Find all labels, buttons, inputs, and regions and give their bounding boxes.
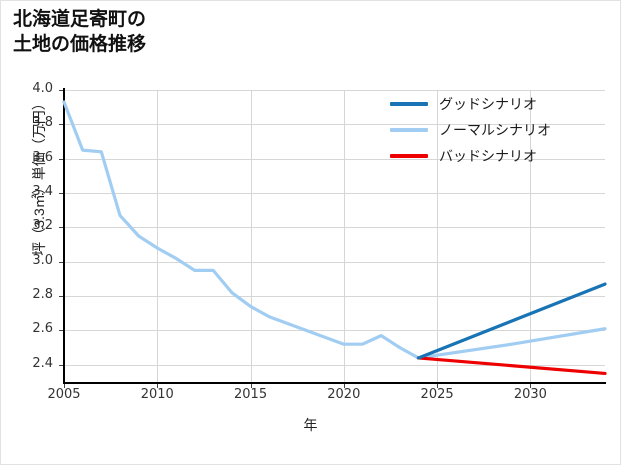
chart-legend: グッドシナリオ ノーマルシナリオ バッドシナリオ xyxy=(390,89,595,169)
series-line xyxy=(62,100,607,360)
y-tick-label: 2.4 xyxy=(32,355,53,371)
gridline-vertical xyxy=(343,90,345,382)
series-line xyxy=(416,356,607,376)
x-tick-mark xyxy=(530,384,532,388)
legend-item[interactable]: バッドシナリオ xyxy=(390,143,595,169)
y-tick-mark xyxy=(59,364,63,366)
gridline-horizontal xyxy=(64,90,605,91)
legend-item-label: バッドシナリオ xyxy=(439,148,537,164)
x-tick-mark xyxy=(64,384,65,388)
x-tick-label: 2025 xyxy=(420,387,454,402)
x-tick-mark xyxy=(343,384,345,388)
series-line xyxy=(416,282,607,360)
x-tick-mark xyxy=(157,384,159,388)
legend-item-label: グッドシナリオ xyxy=(439,96,537,112)
y-tick-label: 3.0 xyxy=(32,252,53,268)
y-tick-mark xyxy=(59,158,63,160)
y-tick-mark xyxy=(59,90,63,91)
y-tick-label: 3.8 xyxy=(32,115,53,131)
y-tick-label: 4.0 xyxy=(32,81,53,96)
y-tick-mark xyxy=(59,261,63,263)
gridline-horizontal xyxy=(64,124,605,126)
y-tick-label: 3.2 xyxy=(32,218,53,234)
plot-area xyxy=(64,90,605,382)
x-tick-label: 2020 xyxy=(327,387,361,402)
chart-title: 北海道足寄町の 土地の価格推移 xyxy=(13,9,147,55)
x-tick-mark xyxy=(437,384,439,388)
y-tick-label: 3.6 xyxy=(32,149,53,165)
legend-item-label: ノーマルシナリオ xyxy=(439,122,551,138)
legend-item[interactable]: グッドシナリオ xyxy=(390,91,595,117)
x-tick-label: 2030 xyxy=(513,387,547,402)
gridline-vertical xyxy=(157,90,159,382)
x-axis-title: 年 xyxy=(303,417,318,433)
y-tick-mark xyxy=(59,330,63,332)
y-tick-label: 2.8 xyxy=(32,287,53,303)
gridline-horizontal xyxy=(64,364,605,366)
legend-color-swatch xyxy=(390,128,428,132)
gridline-horizontal xyxy=(64,227,605,229)
y-tick-label: 2.6 xyxy=(32,321,53,337)
legend-item[interactable]: ノーマルシナリオ xyxy=(390,117,595,143)
y-axis-title: 坪（3.3㎡）単価（万円） xyxy=(31,96,47,256)
plot-background xyxy=(64,90,605,382)
data-lines xyxy=(62,100,607,376)
gridline-horizontal xyxy=(64,193,605,195)
x-axis-spine xyxy=(63,382,606,384)
gridline-horizontal xyxy=(64,158,605,160)
legend-color-swatch xyxy=(390,154,428,158)
legend-color-swatch xyxy=(390,102,428,106)
x-tick-label: 2005 xyxy=(47,387,81,402)
x-tick-label: 2010 xyxy=(140,387,174,402)
gridline-vertical xyxy=(250,90,252,382)
y-tick-label: 3.4 xyxy=(32,184,53,200)
gridline-vertical xyxy=(437,90,439,382)
gridline-horizontal xyxy=(64,330,605,332)
y-tick-mark xyxy=(59,296,63,298)
gridline-horizontal xyxy=(64,261,605,263)
y-tick-mark xyxy=(59,124,63,126)
gridline-vertical xyxy=(530,90,532,382)
y-axis-spine xyxy=(63,88,65,384)
y-tick-mark xyxy=(59,193,63,195)
gridline-horizontal xyxy=(64,296,605,298)
y-tick-mark xyxy=(59,227,63,229)
x-tick-label: 2015 xyxy=(234,387,268,402)
x-tick-mark xyxy=(250,384,252,388)
